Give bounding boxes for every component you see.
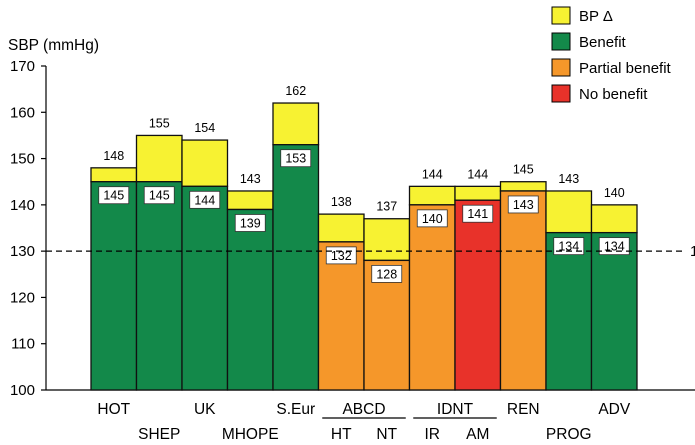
bar-baseline-label: 154 xyxy=(194,121,215,135)
bar-achieved-label: 132 xyxy=(331,249,352,263)
bar-achieved-label: 140 xyxy=(422,212,443,226)
bar-achieved-box xyxy=(553,237,585,256)
bar-delta-segment xyxy=(272,102,320,146)
bar-baseline-label: 145 xyxy=(513,163,534,177)
bar-baseline-label: 137 xyxy=(376,200,397,214)
bar-achieved-box xyxy=(280,149,312,168)
bar-achieved-segment xyxy=(317,241,365,391)
category-label: NT xyxy=(376,426,397,443)
category-label: SHEP xyxy=(138,426,180,443)
bar-baseline-label: 148 xyxy=(103,149,124,163)
category-label: MHOPE xyxy=(222,426,279,443)
bar-achieved-label: 139 xyxy=(240,216,261,230)
bar-achieved-box xyxy=(598,237,630,256)
group-label: ABCD xyxy=(342,401,385,418)
bar-achieved-segment xyxy=(499,190,547,391)
category-label: HOT xyxy=(97,401,130,418)
bar-baseline-label: 143 xyxy=(240,172,261,186)
bar-delta-segment xyxy=(499,181,547,192)
bar-delta-segment xyxy=(317,213,365,243)
bar-achieved-label: 143 xyxy=(513,198,534,212)
legend-swatch xyxy=(551,32,571,51)
bar-delta-segment xyxy=(363,218,411,262)
y-tick-label: 160 xyxy=(10,104,35,121)
bar-baseline-label: 138 xyxy=(331,195,352,209)
category-label: PROG xyxy=(546,426,592,443)
bar-achieved-segment xyxy=(135,181,183,391)
bar-baseline-label: 144 xyxy=(467,167,488,181)
legend-label: Benefit xyxy=(579,34,627,51)
category-label: ADV xyxy=(598,401,631,418)
bar-achieved-box xyxy=(143,186,175,205)
group-label: IDNT xyxy=(437,401,474,418)
bar-baseline-label: 162 xyxy=(285,84,306,98)
bar-baseline-label: 140 xyxy=(604,186,625,200)
bar-achieved-segment xyxy=(90,181,138,391)
legend-swatch xyxy=(551,58,571,77)
bar-delta-segment xyxy=(226,190,274,211)
category-label: AM xyxy=(466,426,489,443)
category-label: HT xyxy=(331,426,352,443)
y-tick-label: 120 xyxy=(10,289,35,306)
legend-swatch xyxy=(551,84,571,103)
bar-achieved-segment xyxy=(408,204,456,391)
y-tick-label: 100 xyxy=(10,382,35,399)
bar-achieved-segment xyxy=(454,199,502,391)
bar-achieved-box xyxy=(416,209,448,228)
bar-achieved-label: 145 xyxy=(103,189,124,203)
bar-achieved-label: 128 xyxy=(376,267,397,281)
bar-delta-segment xyxy=(545,190,593,234)
category-label: S.Eur xyxy=(276,401,315,418)
bar-achieved-box xyxy=(462,204,494,223)
bar-achieved-label: 134 xyxy=(604,240,625,254)
legend-swatch xyxy=(551,6,571,25)
bar-achieved-label: 134 xyxy=(558,240,579,254)
bar-achieved-segment xyxy=(226,208,274,391)
bar-baseline-label: 144 xyxy=(422,167,443,181)
bar-baseline-label: 155 xyxy=(149,116,170,130)
reference-line-label: 1 xyxy=(690,243,695,260)
legend-label: No benefit xyxy=(579,86,648,103)
category-label: REN xyxy=(507,401,540,418)
bar-achieved-label: 144 xyxy=(194,193,215,207)
bar-achieved-label: 153 xyxy=(285,152,306,166)
y-tick-label: 110 xyxy=(11,336,35,353)
y-axis-title: SBP (mmHg) xyxy=(8,37,99,54)
bar-achieved-segment xyxy=(590,231,638,391)
bar-delta-segment xyxy=(90,167,138,183)
bar-achieved-segment xyxy=(545,231,593,391)
bar-achieved-label: 141 xyxy=(467,207,488,221)
bar-delta-segment xyxy=(408,185,456,206)
bar-delta-segment xyxy=(181,139,229,187)
category-label: UK xyxy=(194,401,216,418)
bar-baseline-label: 143 xyxy=(558,172,579,186)
bar-achieved-box xyxy=(234,214,266,232)
bar-achieved-segment xyxy=(181,185,229,391)
bar-delta-segment xyxy=(454,185,502,201)
y-tick-label: 170 xyxy=(10,58,35,75)
legend-label: BP Δ xyxy=(579,8,613,25)
bar-achieved-segment xyxy=(272,144,320,391)
bar-delta-segment xyxy=(590,204,638,234)
y-tick-label: 150 xyxy=(10,151,35,168)
bar-achieved-box xyxy=(507,195,539,214)
bar-delta-segment xyxy=(135,134,183,183)
y-tick-label: 130 xyxy=(10,243,35,260)
bar-achieved-box xyxy=(371,264,403,283)
bar-achieved-box xyxy=(98,186,130,205)
bar-achieved-box xyxy=(189,190,221,209)
category-label: IR xyxy=(425,426,441,443)
legend-label: Partial benefit xyxy=(579,60,672,77)
bar-achieved-label: 145 xyxy=(149,189,170,203)
y-tick-label: 140 xyxy=(10,197,35,214)
